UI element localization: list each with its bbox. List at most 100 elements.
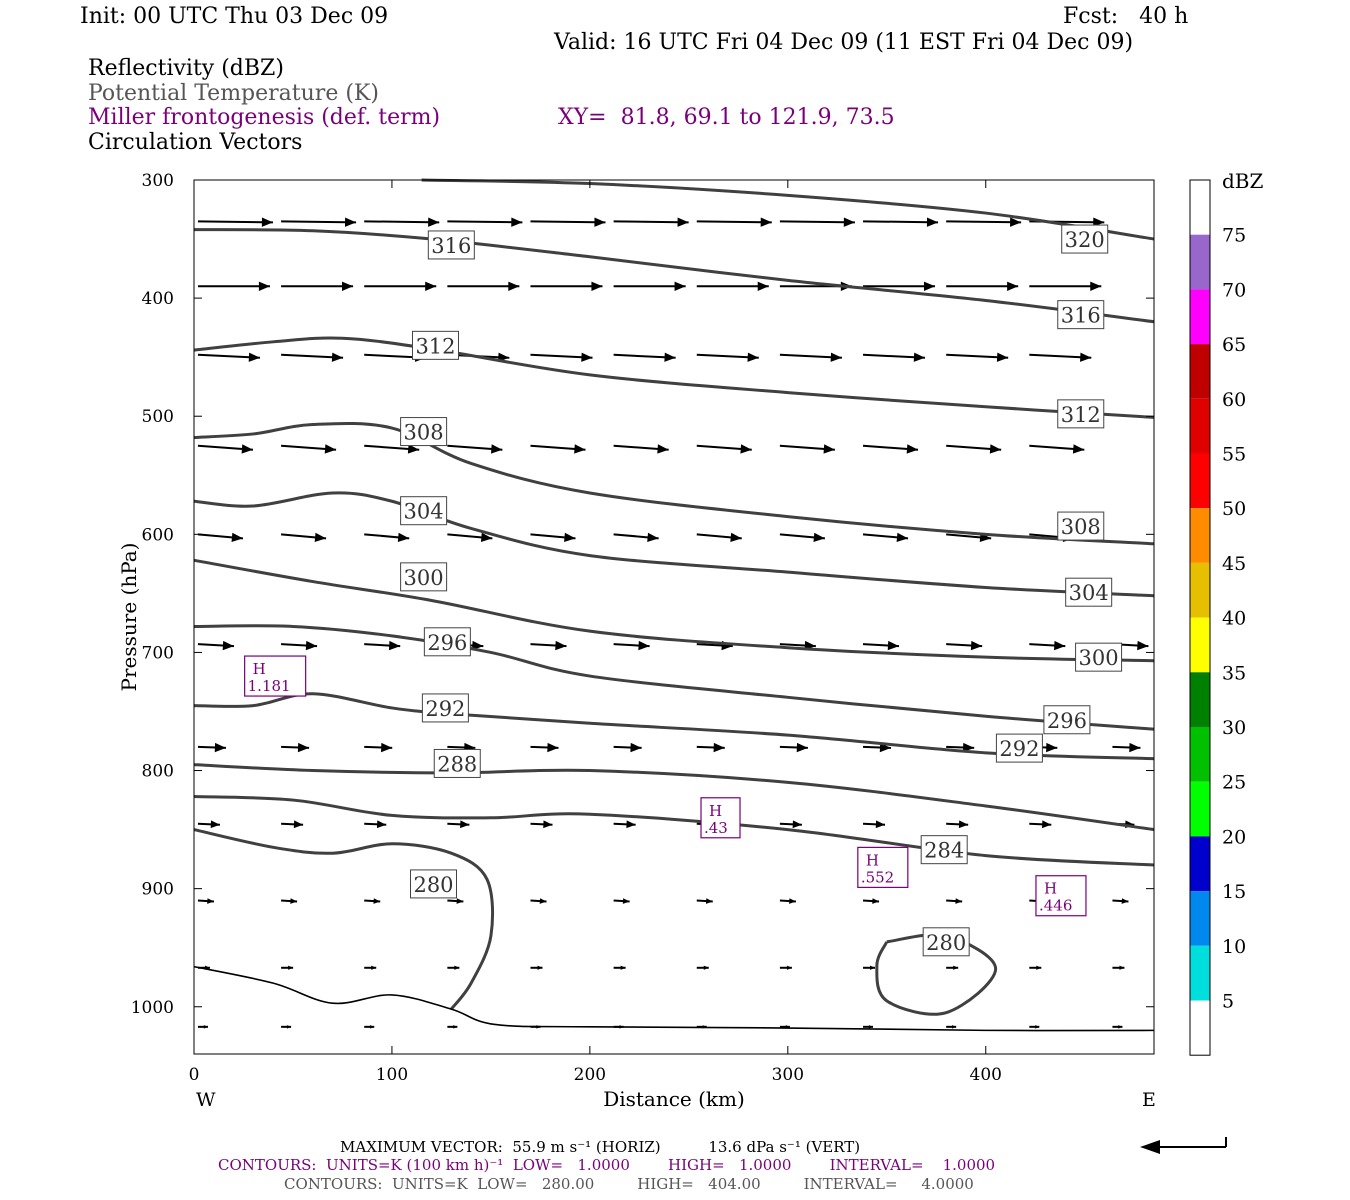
vector-arrowhead (887, 640, 900, 651)
vector-arrowhead (453, 1025, 458, 1029)
vector-arrowhead (674, 281, 686, 291)
contour-label-box (1061, 224, 1109, 254)
y-tick-label: 700 (142, 643, 174, 663)
frontogenesis-max-value: .446 (1039, 897, 1072, 915)
field-frontogenesis: Miller frontogenesis (def. term) (88, 105, 441, 130)
y-tick-label: 500 (142, 407, 174, 427)
vector-arrowhead (626, 820, 636, 829)
vector-arrowhead (388, 640, 401, 651)
theta-contour-line (193, 421, 1155, 546)
contour-label: 320 (1065, 228, 1105, 252)
vector-arrowhead (305, 640, 318, 651)
colorbar-segment (1190, 672, 1210, 727)
contour-label-box (1075, 642, 1123, 672)
vector-arrowhead (231, 532, 243, 543)
vector-arrow (530, 220, 606, 224)
plot-axes: 0 100 200 300 400 300 400 500 600 700 800 900 1000 Di… (117, 171, 1156, 1111)
contour-label-box (1057, 300, 1105, 330)
vector-arrowhead (1121, 898, 1129, 904)
contour-label-box (995, 733, 1043, 763)
vector-arrowhead (875, 820, 886, 829)
vector-arrowhead (203, 1025, 208, 1029)
vector-arrowhead (344, 217, 357, 227)
x-tick-label: 100 (376, 1065, 408, 1085)
contour-label-box (1057, 511, 1105, 541)
colorbar-segment (1190, 727, 1210, 782)
vector-arrowhead (290, 898, 298, 904)
colorbar-segment (1190, 453, 1210, 509)
vector-arrow (946, 220, 1022, 224)
theta-contour-line (193, 558, 1155, 663)
contour-label: 316 (431, 234, 471, 258)
vector-arrowhead (638, 640, 650, 651)
west-label: W (196, 1089, 216, 1111)
y-tick-label: 300 (142, 171, 174, 191)
theta-contour-line (421, 178, 1155, 241)
theta-contour-line (193, 624, 1155, 731)
vector-arrowhead (591, 281, 603, 291)
field-theta: Potential Temperature (K) (88, 81, 379, 106)
colorbar-segment (1190, 1000, 1210, 1056)
vector-arrowhead (872, 898, 880, 904)
colorbar-label: 45 (1222, 553, 1246, 575)
vector-arrowhead (543, 820, 553, 829)
vector-arrowhead (730, 532, 742, 543)
colorbar-label: 10 (1222, 936, 1246, 958)
y-axis-label: Pressure (hPa) (117, 543, 141, 692)
vector-arrowhead (293, 820, 304, 829)
vector-arrowhead (953, 965, 959, 970)
contour-label-box (1065, 577, 1113, 607)
vector-arrowhead (248, 352, 260, 362)
theta-contour-line (193, 795, 1155, 867)
vector-arrowhead (511, 217, 523, 227)
vector-arrowhead (454, 965, 460, 970)
frontogenesis-max-label: H (253, 660, 266, 678)
vector-arrowhead (760, 217, 772, 227)
colorbar-label: 60 (1222, 389, 1246, 411)
colorbar-label: 70 (1222, 279, 1246, 301)
vector-arrowhead (214, 742, 226, 753)
theta-contour-line (193, 965, 1155, 1032)
vector-arrowhead (286, 1025, 292, 1029)
vector-arrowhead (324, 444, 337, 454)
colorbar-title: dBZ (1222, 169, 1264, 193)
vector-arrowhead (657, 444, 669, 454)
vector-arrowhead (1093, 217, 1105, 227)
colorbar-label: 40 (1222, 608, 1246, 630)
frontogenesis-max-value: .552 (861, 868, 894, 886)
vector-arrowhead (955, 898, 963, 904)
contour-label: 300 (404, 566, 444, 590)
contour-label: 300 (1079, 646, 1119, 670)
forecast-hour: Fcst: 40 h (1063, 4, 1189, 29)
contour-label-box (400, 562, 448, 592)
vector-arrowhead (970, 640, 983, 651)
vector-arrowhead (397, 532, 410, 543)
vector-arrow (197, 220, 273, 224)
vector-arrowhead (677, 217, 689, 227)
vector-arrowhead (555, 640, 567, 651)
x-tick-label: 200 (574, 1065, 606, 1085)
contour-label-box (400, 496, 448, 526)
contour-label-box (1043, 705, 1091, 735)
colorbar-segment (1190, 180, 1210, 235)
colorbar-segment (1190, 289, 1210, 345)
colorbar-label: 30 (1222, 717, 1246, 739)
init-time: Init: 00 UTC Thu 03 Dec 09 (80, 4, 389, 29)
contour-label: 284 (924, 839, 964, 863)
y-tick-label: 1000 (131, 998, 174, 1018)
theta-contour-line (193, 491, 1155, 598)
vector-arrowhead (747, 352, 759, 362)
theta-contours: 320 316 316 312 312 308 308 304 304 300 300 296 296 2… (193, 178, 1155, 1032)
contour-label-box (427, 230, 475, 260)
contour-label-box (922, 927, 970, 957)
x-tick-label: 300 (772, 1065, 804, 1085)
field-vectors: Circulation Vectors (88, 130, 303, 155)
vector-arrowhead (870, 965, 876, 970)
vector-arrowhead (792, 820, 802, 829)
vector-arrowhead (456, 898, 464, 904)
contour-label: 316 (1061, 304, 1101, 328)
contour-label-box (920, 835, 968, 865)
colorbar-label: 5 (1222, 991, 1234, 1013)
vector-arrowhead (1090, 281, 1102, 291)
vector-arrowhead (428, 217, 440, 227)
